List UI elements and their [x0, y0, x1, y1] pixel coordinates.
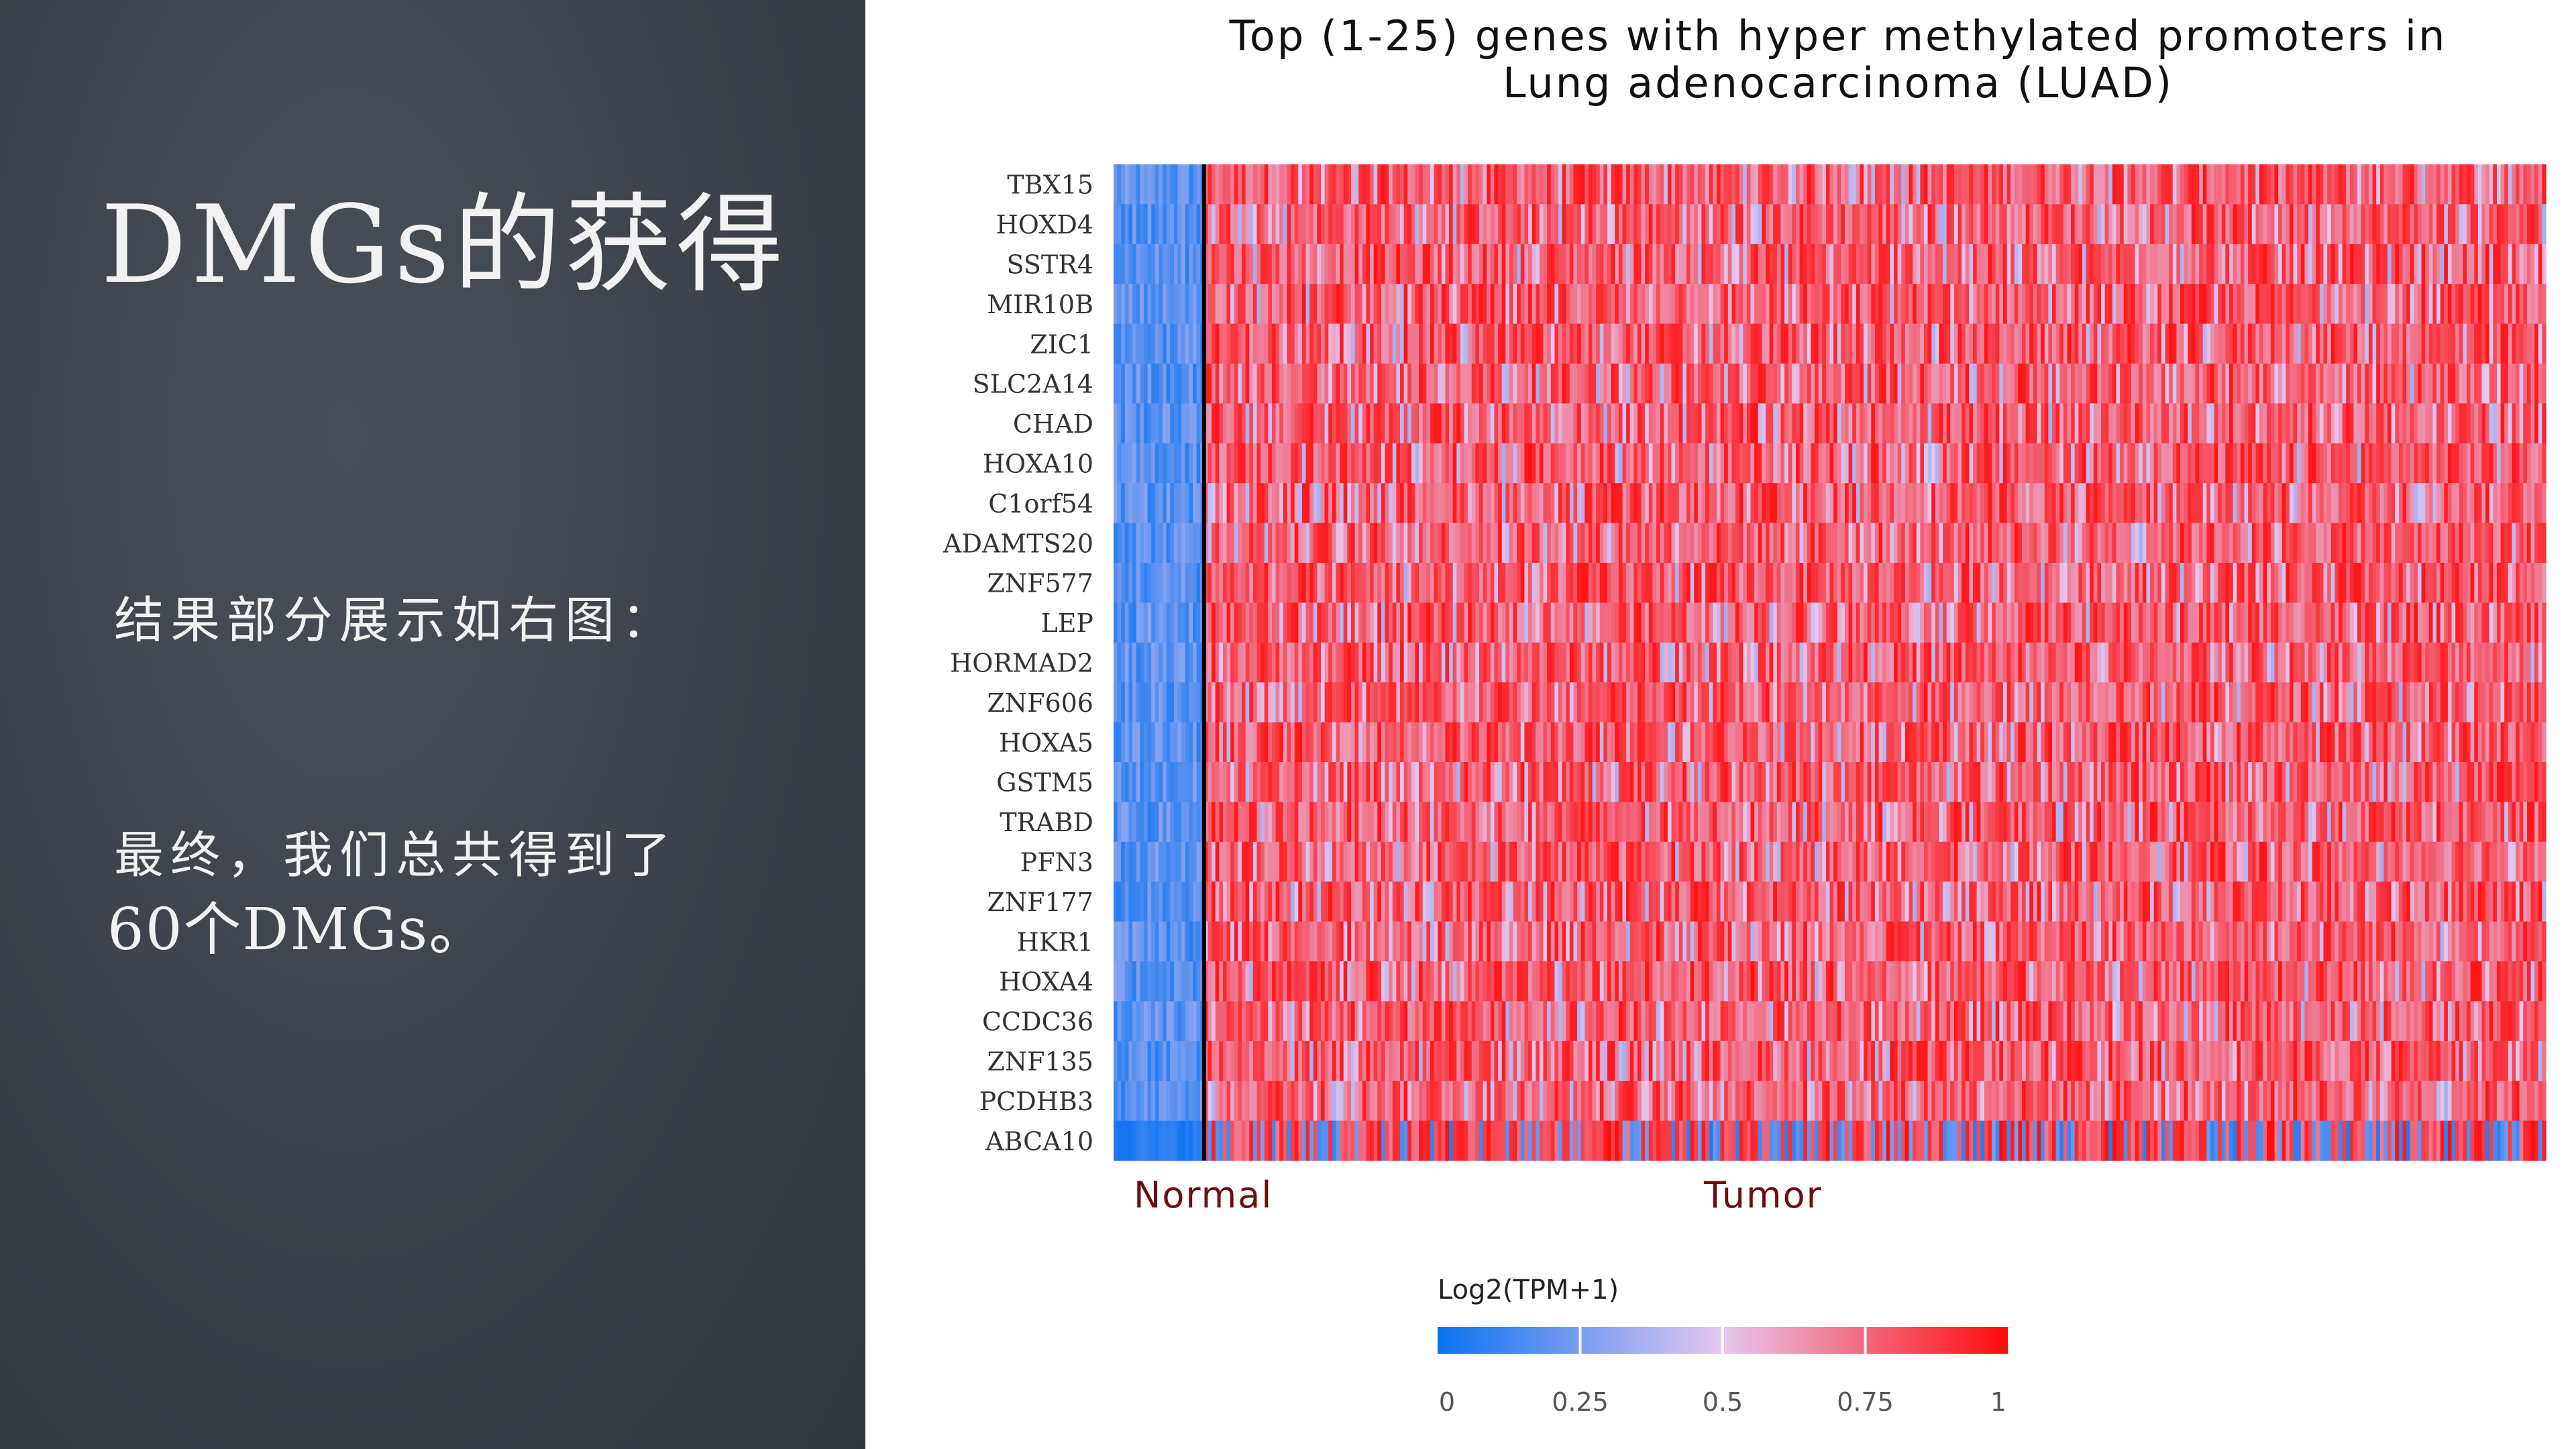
result-intro-text: 结果部分展示如右图：	[114, 592, 678, 649]
gene-label-znf606: ZNF606	[987, 688, 1093, 718]
gene-label-ccdc36: CCDC36	[982, 1007, 1093, 1036]
gene-label-slc2a14: SLC2A14	[973, 370, 1093, 399]
gene-label-hoxa10: HOXA10	[983, 449, 1093, 479]
group-label-tumor: Tumor	[1703, 1174, 1823, 1216]
heatmap-cells	[1114, 164, 2546, 1161]
slide-title: DMGs的获得	[101, 182, 788, 307]
gene-label-znf135: ZNF135	[987, 1047, 1093, 1077]
gene-label-znf177: ZNF177	[987, 888, 1093, 917]
legend-tick-label: 1	[1990, 1387, 2006, 1417]
gene-label-abca10: ABCA10	[985, 1126, 1093, 1156]
gene-label-c1orf54: C1orf54	[988, 489, 1093, 519]
gene-label-mir10b: MIR10B	[987, 290, 1093, 319]
chart-title-line1: Top (1-25) genes with hyper methylated p…	[1229, 11, 2447, 60]
gene-label-znf577: ZNF577	[987, 569, 1093, 598]
gene-label-hoxa4: HOXA4	[999, 967, 1093, 997]
gene-label-lep: LEP	[1040, 608, 1093, 638]
gene-label-sstr4: SSTR4	[1006, 250, 1093, 280]
summary-text-line2: 60个DMGs。	[107, 896, 488, 963]
gene-label-adamts20: ADAMTS20	[943, 529, 1093, 558]
gene-label-hkr1: HKR1	[1017, 927, 1093, 957]
summary-text-line1: 最终，我们总共得到了	[114, 826, 678, 884]
legend-tick-label: 0.25	[1552, 1387, 1609, 1417]
slide-left-panel: DMGs的获得 结果部分展示如右图： 最终，我们总共得到了 60个DMGs。	[0, 0, 865, 1449]
gene-label-chad: CHAD	[1013, 409, 1093, 439]
gene-labels: TBX15 HOXD4 SSTR4 MIR10B ZIC1 SLC2A14 CHAD HOXA…	[943, 170, 1093, 1157]
gene-label-pfn3: PFN3	[1020, 848, 1093, 877]
legend-title: Log2(TPM+1)	[1438, 1275, 1619, 1305]
chart-panel: Top (1-25) genes with hyper methylated p…	[865, 0, 2576, 1449]
gene-label-gstm5: GSTM5	[996, 768, 1093, 798]
gene-label-hoxa5: HOXA5	[999, 728, 1093, 757]
legend-tick-label: 0.5	[1703, 1387, 1743, 1417]
gene-label-trabd: TRABD	[1000, 808, 1093, 837]
gene-label-pcdhb3: PCDHB3	[979, 1087, 1093, 1116]
gene-label-tbx15: TBX15	[1007, 170, 1093, 200]
heatmap-chart: Top (1-25) genes with hyper methylated p…	[943, 11, 2546, 1417]
legend-ticks: 0 0.25 0.5 0.75 1	[1439, 1327, 2006, 1417]
gene-label-hormad2: HORMAD2	[950, 649, 1093, 678]
group-labels: Normal Tumor	[1134, 1174, 1823, 1216]
gene-label-hoxd4: HOXD4	[996, 210, 1093, 239]
legend-tick-label: 0	[1439, 1387, 1455, 1417]
chart-title-line2: Lung adenocarcinoma (LUAD)	[1503, 58, 2174, 107]
legend-tick-label: 0.75	[1837, 1387, 1894, 1417]
group-label-normal: Normal	[1134, 1174, 1273, 1216]
gene-label-zic1: ZIC1	[1030, 329, 1093, 359]
